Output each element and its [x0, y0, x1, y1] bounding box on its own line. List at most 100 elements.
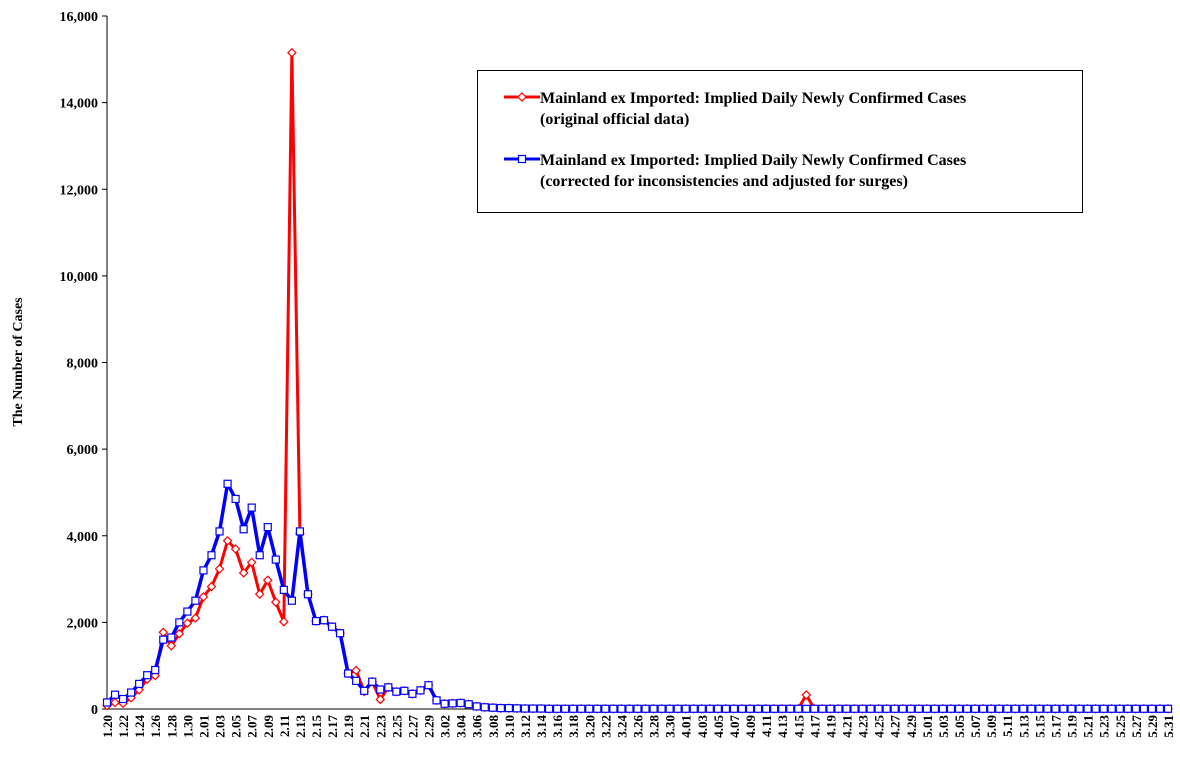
x-tick-label: 4.25	[872, 715, 887, 738]
marker	[697, 704, 706, 713]
marker	[246, 557, 257, 568]
marker	[174, 628, 185, 639]
marker	[906, 704, 915, 713]
marker	[102, 698, 112, 707]
marker	[351, 665, 362, 676]
marker	[561, 704, 570, 713]
marker	[488, 703, 497, 712]
marker	[617, 704, 626, 713]
x-tick-label: 4.07	[727, 715, 742, 738]
marker	[456, 698, 465, 708]
marker	[801, 690, 812, 700]
marker	[665, 704, 674, 713]
marker	[673, 704, 682, 713]
marker	[898, 704, 907, 713]
x-tick-label: 4.05	[711, 715, 726, 738]
marker	[432, 696, 441, 705]
x-tick-label: 3.20	[582, 715, 597, 738]
x-tick-label: 4.17	[807, 715, 822, 738]
marker	[810, 704, 819, 713]
marker	[753, 704, 763, 713]
marker	[786, 704, 795, 713]
x-tick-label: 5.11	[1000, 715, 1015, 737]
x-tick-label: 3.04	[454, 715, 469, 738]
marker	[239, 525, 248, 534]
marker	[231, 494, 240, 504]
marker	[1107, 704, 1116, 713]
x-tick-label: 4.09	[743, 715, 758, 738]
marker	[802, 704, 811, 713]
y-tick-label: 16,000	[60, 10, 99, 25]
marker	[118, 694, 128, 704]
marker	[641, 704, 650, 713]
y-tick-label: 0	[91, 703, 98, 718]
x-tick-label: 4.03	[695, 715, 710, 738]
marker	[384, 683, 393, 692]
marker	[254, 589, 265, 599]
x-tick-label: 5.07	[968, 715, 983, 738]
marker	[1075, 704, 1084, 713]
x-tick-label: 4.11	[759, 715, 774, 737]
x-tick-label: 4.27	[888, 715, 903, 738]
x-tick-label: 3.18	[566, 715, 581, 738]
marker	[496, 704, 505, 713]
marker	[721, 704, 731, 713]
marker	[344, 669, 353, 678]
y-tick-label: 12,000	[60, 183, 99, 198]
y-tick-label: 6,000	[67, 443, 99, 458]
marker	[1043, 704, 1052, 713]
y-tick-label: 14,000	[60, 97, 99, 112]
legend-swatch	[504, 154, 540, 164]
marker	[979, 704, 988, 713]
marker	[295, 527, 305, 536]
x-tick-label: 1.30	[180, 715, 195, 738]
marker	[689, 704, 698, 713]
x-tick-label: 5.25	[1113, 715, 1128, 738]
marker	[914, 704, 923, 713]
marker	[517, 92, 527, 102]
x-tick-label: 3.30	[663, 715, 678, 738]
marker	[705, 704, 714, 713]
legend-label: Mainland ex Imported: Implied Daily Newl…	[540, 90, 967, 128]
x-tick-label: 1.26	[148, 715, 163, 738]
x-tick-label: 3.14	[534, 715, 549, 738]
marker	[400, 686, 409, 695]
marker	[577, 704, 586, 713]
marker	[536, 704, 546, 713]
marker	[278, 616, 289, 627]
marker	[206, 581, 217, 592]
x-tick-label: 2.05	[229, 715, 244, 738]
marker	[448, 699, 457, 708]
x-tick-label: 3.22	[598, 715, 613, 738]
marker	[183, 607, 192, 616]
x-tick-label: 4.21	[839, 715, 854, 738]
x-tick-label: 5.01	[920, 715, 935, 738]
marker	[190, 613, 201, 623]
marker	[1131, 704, 1140, 713]
marker	[416, 686, 425, 695]
x-tick-label: 4.29	[904, 715, 919, 738]
x-tick-label: 2.17	[325, 715, 340, 738]
marker	[954, 704, 964, 713]
marker	[930, 704, 940, 713]
x-tick-label: 2.21	[357, 715, 372, 738]
x-tick-label: 4.01	[679, 715, 694, 738]
x-tick-label: 5.21	[1081, 715, 1096, 738]
marker	[159, 635, 168, 644]
marker	[601, 704, 610, 713]
marker	[882, 704, 891, 713]
x-tick-label: 3.08	[486, 715, 501, 738]
marker	[553, 704, 562, 713]
marker	[585, 704, 594, 713]
marker	[504, 704, 513, 713]
marker	[376, 685, 385, 694]
marker	[866, 704, 875, 713]
marker	[729, 704, 739, 713]
marker	[247, 503, 256, 512]
marker	[262, 575, 273, 586]
marker	[182, 618, 193, 629]
marker	[962, 704, 972, 713]
marker	[352, 676, 361, 685]
y-tick-label: 10,000	[60, 270, 99, 285]
